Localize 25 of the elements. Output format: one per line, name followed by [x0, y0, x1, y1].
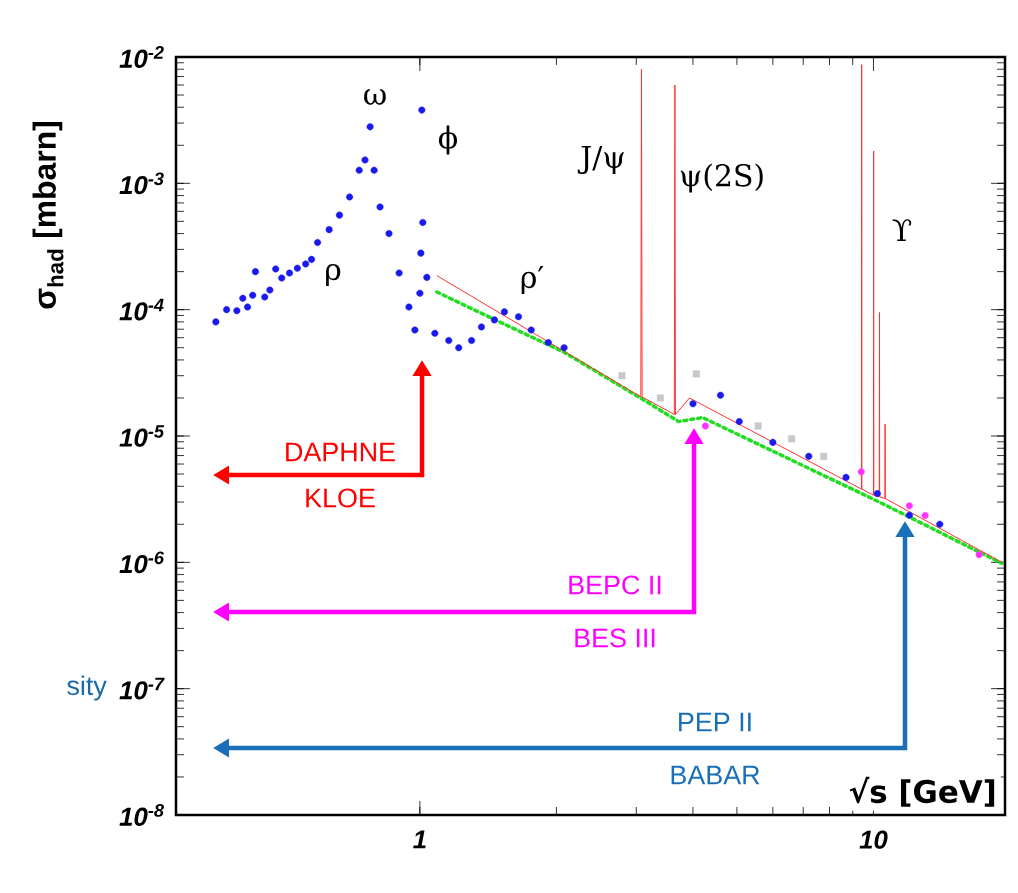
annotation: PEP II [679, 712, 751, 732]
y-tick-label: 10$^{-3}$ [119, 172, 164, 195]
y-tick-label: 10$^{-4}$ [119, 298, 164, 321]
x-axis-title: √s [GeV] [849, 776, 995, 807]
annotation: ρ [326, 263, 341, 287]
annotation: DAPHNE [286, 442, 395, 462]
annotation: ϒ [892, 219, 912, 242]
x-tick-label: 10 [859, 830, 888, 849]
annotation: BES III [575, 628, 655, 648]
annotation: ρ′ [521, 265, 544, 294]
y-tick-label: 10$^{-2}$ [119, 46, 164, 68]
text: sity [67, 675, 107, 701]
annotation: BEPC II [569, 575, 661, 595]
y-axis-title: σ$_{had}$ [mbarn] [32, 122, 64, 309]
y-tick-label: 10$^{-7}$ [119, 677, 165, 700]
annotation: ϕ [438, 125, 458, 155]
x-tick-label: 1 [413, 830, 426, 849]
annotation: J/ψ [577, 145, 624, 174]
y-tick-label: 10$^{-8}$ [119, 804, 164, 826]
annotation: ψ(2S) [680, 163, 763, 193]
annotation: BABAR [671, 765, 760, 785]
y-tick-label: 10$^{-6}$ [119, 551, 165, 574]
y-tick-label: 10$^{-5}$ [119, 425, 165, 447]
annotation: ω [364, 89, 386, 105]
annotation: KLOE [306, 488, 375, 508]
